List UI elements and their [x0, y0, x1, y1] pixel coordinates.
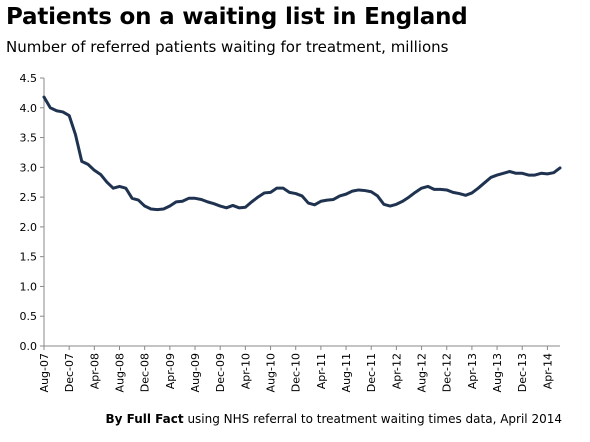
source-note: By Full Fact using NHS referral to treat… — [105, 412, 562, 426]
y-tick-label: 4.5 — [20, 72, 38, 85]
x-tick-label: Apr-09 — [164, 353, 177, 389]
x-tick-label: Aug-07 — [38, 353, 51, 392]
x-tick-label: Aug-11 — [340, 353, 353, 392]
x-tick-label: Apr-11 — [315, 353, 328, 389]
x-tick-label: Aug-13 — [491, 353, 504, 392]
x-tick-label: Aug-10 — [265, 353, 278, 392]
source-author: By Full Fact — [105, 412, 184, 426]
x-tick-label: Aug-12 — [416, 353, 429, 392]
y-tick-label: 1.0 — [20, 280, 38, 293]
x-tick-label: Dec-09 — [214, 353, 227, 392]
x-tick-label: Dec-12 — [441, 353, 454, 392]
x-tick-label: Apr-10 — [239, 353, 252, 389]
y-tick-label: 3.5 — [20, 132, 38, 145]
y-tick-label: 2.0 — [20, 221, 38, 234]
x-tick-label: Dec-10 — [290, 353, 303, 392]
y-tick-label: 2.5 — [20, 191, 38, 204]
x-axis-ticks: Aug-07 Dec-07 Apr-08 Aug-08 Dec-08 Apr-09 Aug-… — [38, 346, 554, 392]
chart-axes — [43, 78, 560, 347]
x-tick-label: Apr-08 — [88, 353, 101, 389]
series-waiting-list — [42, 95, 562, 212]
x-tick-label: Apr-14 — [541, 353, 554, 389]
source-detail: using NHS referral to treatment waiting … — [183, 412, 562, 426]
x-tick-label: Dec-07 — [63, 353, 76, 392]
chart-subtitle: Number of referred patients waiting for … — [6, 38, 449, 56]
x-tick-label: Apr-12 — [390, 353, 403, 389]
x-tick-label: Apr-13 — [466, 353, 479, 389]
x-tick-label: Aug-08 — [114, 353, 127, 392]
x-tick-label: Aug-09 — [189, 353, 202, 392]
x-tick-label: Dec-13 — [516, 353, 529, 392]
y-tick-label: 3.0 — [20, 161, 38, 174]
y-tick-label: 0.0 — [20, 340, 38, 353]
y-tick-label: 4.0 — [20, 102, 38, 115]
y-axis-ticks: 0.0 0.5 1.0 1.5 2.0 2.5 3.0 3.5 4.0 4.5 — [20, 72, 44, 353]
series-line — [42, 95, 562, 212]
y-tick-label: 1.5 — [20, 251, 38, 264]
x-tick-label: Dec-11 — [365, 353, 378, 392]
x-tick-label: Dec-08 — [139, 353, 152, 392]
y-tick-label: 0.5 — [20, 310, 38, 323]
chart-title: Patients on a waiting list in England — [6, 4, 468, 30]
